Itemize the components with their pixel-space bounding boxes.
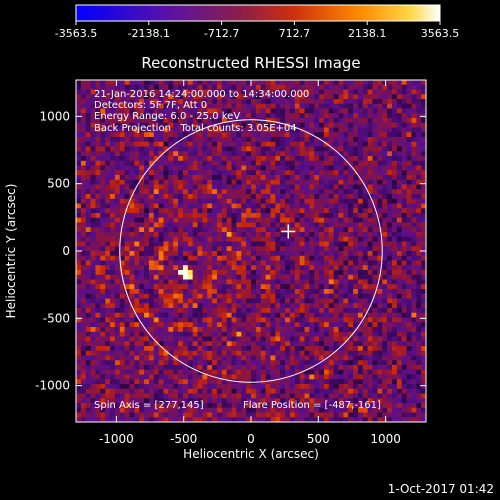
colorbar-ticks: -3563.5 -2138.1 -712.7 712.7 2138.1 3563.5 bbox=[55, 21, 459, 40]
annotation-method-counts: Back Projection Total counts: 3.05E+04 bbox=[94, 123, 297, 134]
solar-limb-circle bbox=[119, 119, 383, 383]
y-axis-label: Heliocentric Y (arcsec) bbox=[4, 184, 18, 319]
colorbar-tick-label: -2138.1 bbox=[128, 27, 170, 40]
colorbar-tick-label: 3563.5 bbox=[421, 27, 460, 40]
spin-axis-marker bbox=[281, 224, 296, 239]
x-axis-label: Heliocentric X (arcsec) bbox=[183, 447, 319, 461]
y-tick-label: 500 bbox=[47, 177, 70, 191]
y-tick-label: 1000 bbox=[39, 109, 70, 123]
annotation-energy-range: Energy Range: 6.0 - 25.0 keV bbox=[94, 111, 240, 122]
y-tick-label: -1000 bbox=[35, 379, 70, 393]
x-tick-label: 0 bbox=[247, 432, 255, 446]
colorbar bbox=[75, 4, 441, 22]
colorbar-tick-label: 712.7 bbox=[279, 27, 311, 40]
colorbar-tick-label: 2138.1 bbox=[348, 27, 387, 40]
x-axis-ticks: -1000 -500 0 500 1000 bbox=[99, 80, 401, 446]
timestamp: 1-Oct-2017 01:42 bbox=[388, 482, 494, 496]
y-tick-label: 0 bbox=[62, 244, 70, 258]
x-tick-label: -1000 bbox=[99, 432, 134, 446]
x-tick-label: 500 bbox=[307, 432, 330, 446]
annotation-spin-axis: Spin Axis = [277,145] bbox=[94, 400, 204, 411]
annotation-detectors: Detectors: 5F 7F, Att 0 bbox=[94, 100, 207, 111]
heatmap-image bbox=[76, 80, 426, 422]
colorbar-tick-label: -712.7 bbox=[204, 27, 239, 40]
colorbar-tick-label: -3563.5 bbox=[55, 27, 97, 40]
y-axis-ticks: -1000 -500 0 500 1000 bbox=[35, 109, 426, 393]
x-tick-label: 1000 bbox=[370, 432, 401, 446]
chart-title: Reconstructed RHESSI Image bbox=[141, 54, 360, 72]
x-tick-label: -500 bbox=[170, 432, 197, 446]
annotation-time-range: 21-Jan-2016 14:24:00.000 to 14:34:00.000 bbox=[94, 89, 309, 100]
annotation-flare-position: Flare Position = [-487,-161] bbox=[243, 400, 381, 411]
y-tick-label: -500 bbox=[43, 311, 70, 325]
